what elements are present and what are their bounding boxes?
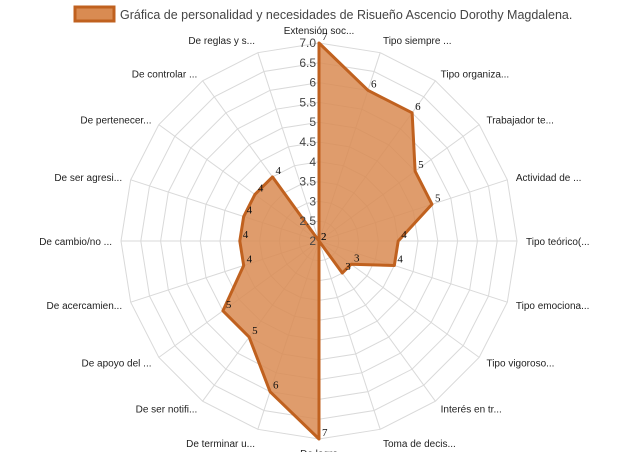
- data-label: 4: [247, 253, 253, 265]
- legend-swatch: [73, 5, 116, 23]
- tick-label: 3.5: [299, 175, 316, 189]
- category-label: Tipo vigoroso...: [486, 359, 554, 370]
- category-label: De terminar u...: [186, 439, 255, 450]
- data-label: 6: [273, 380, 279, 392]
- legend[interactable]: Gráfica de personalidad y necesidades de…: [73, 5, 572, 23]
- data-label: 5: [226, 299, 232, 311]
- data-label: 7: [322, 31, 328, 43]
- category-label: Extensión soc...: [284, 26, 355, 37]
- data-label: 4: [401, 229, 407, 241]
- data-label: 4: [258, 182, 264, 194]
- tick-label: 3: [309, 194, 316, 208]
- tick-label: 4: [309, 155, 316, 169]
- data-label: 4: [275, 165, 281, 177]
- data-label: 5: [435, 192, 441, 204]
- category-label: Tipo organiza...: [441, 70, 510, 81]
- grid-spoke: [318, 240, 381, 430]
- data-label: 7: [322, 427, 328, 439]
- category-label: De controlar ...: [132, 70, 198, 81]
- category-label: De apoyo del ...: [81, 359, 151, 370]
- category-label: Tipo emociona...: [516, 301, 590, 312]
- tick-label: 5.5: [299, 95, 316, 109]
- radar-series: [221, 41, 434, 441]
- category-label: Toma de decis...: [383, 439, 456, 450]
- category-label: Tipo teórico(...: [526, 237, 590, 248]
- tick-label: 4.5: [299, 135, 316, 149]
- data-label: 3: [345, 261, 351, 273]
- category-label: De acercamien...: [47, 301, 123, 312]
- category-label: Actividad de ...: [516, 173, 582, 184]
- data-label: 3: [354, 252, 360, 264]
- category-label: Trabajador te...: [486, 115, 553, 126]
- data-label: 5: [252, 325, 258, 337]
- tick-label: 2.5: [299, 214, 316, 228]
- tick-label: 7.0: [299, 36, 316, 50]
- data-label: 4: [243, 229, 249, 241]
- data-label: 4: [397, 253, 403, 265]
- grid-spoke: [257, 52, 320, 242]
- category-label: De cambio/no ...: [39, 237, 112, 248]
- series-area: [221, 41, 434, 441]
- category-labels: Extensión soc... Tipo siempre ... Tipo org…: [39, 26, 590, 457]
- data-label: 4: [247, 205, 253, 217]
- data-label: 6: [415, 101, 421, 113]
- tick-label: 6: [309, 76, 316, 90]
- data-label: 5: [418, 159, 424, 171]
- category-label: De ser agresi...: [54, 173, 122, 184]
- category-label: De pertenecer...: [80, 115, 151, 126]
- category-label: Interés en tr...: [441, 404, 502, 415]
- tick-label: 2: [309, 234, 316, 248]
- data-label: 2: [321, 231, 327, 243]
- legend-label: Gráfica de personalidad y necesidades de…: [120, 8, 572, 22]
- radial-tick-labels: 2 2.5 3 3.5 4 4.5 5 5.5 6 6.5 7.0: [299, 36, 316, 248]
- category-label: De ser notifi...: [136, 404, 198, 415]
- category-label: De reglas y s...: [188, 36, 255, 47]
- tick-label: 5: [309, 115, 316, 129]
- data-label: 6: [371, 78, 377, 90]
- tick-label: 6.5: [299, 56, 316, 70]
- category-label: Tipo siempre ...: [383, 36, 452, 47]
- data-label: 2: [321, 231, 327, 243]
